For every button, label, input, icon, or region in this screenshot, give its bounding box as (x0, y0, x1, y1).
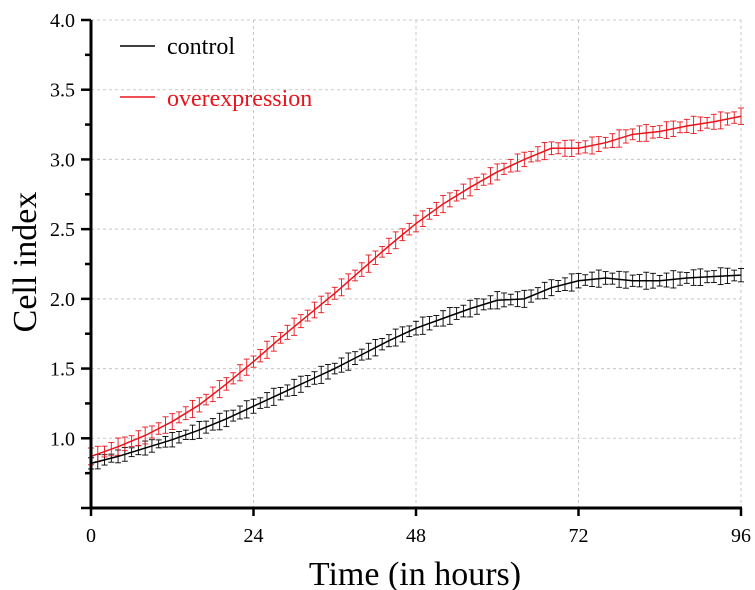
x-tick-label: 24 (244, 525, 264, 547)
y-axis-title: Cell index (7, 192, 44, 333)
y-tick-label: 4.0 (50, 10, 75, 32)
x-tick-label: 96 (731, 525, 751, 547)
error-bars (88, 107, 744, 470)
x-axis-title: Time (in hours) (309, 556, 521, 590)
y-tick-label: 3.0 (50, 149, 75, 171)
x-tick-label: 48 (406, 525, 426, 547)
y-tick-label: 2.0 (50, 289, 75, 311)
legend-label-control: control (167, 34, 235, 60)
legend-label-overexpression: overexpression (167, 86, 312, 112)
series-line-control (90, 274, 742, 465)
axes (81, 18, 743, 516)
y-tick-label: 1.0 (50, 428, 75, 450)
y-tick-label: 2.5 (50, 219, 75, 241)
y-tick-label: 1.5 (50, 359, 75, 381)
series-lines (90, 115, 742, 465)
tick-labels: 0 24 48 72 96 1.0 1.5 2.0 2.5 3.0 3.5 4.0 (50, 10, 751, 547)
series-line-overexpression (90, 115, 742, 458)
y-tick-label: 3.5 (50, 80, 75, 102)
x-tick-label: 72 (569, 525, 589, 547)
grid (91, 19, 742, 508)
x-tick-label: 0 (86, 525, 96, 547)
legend: control overexpression (120, 34, 312, 112)
